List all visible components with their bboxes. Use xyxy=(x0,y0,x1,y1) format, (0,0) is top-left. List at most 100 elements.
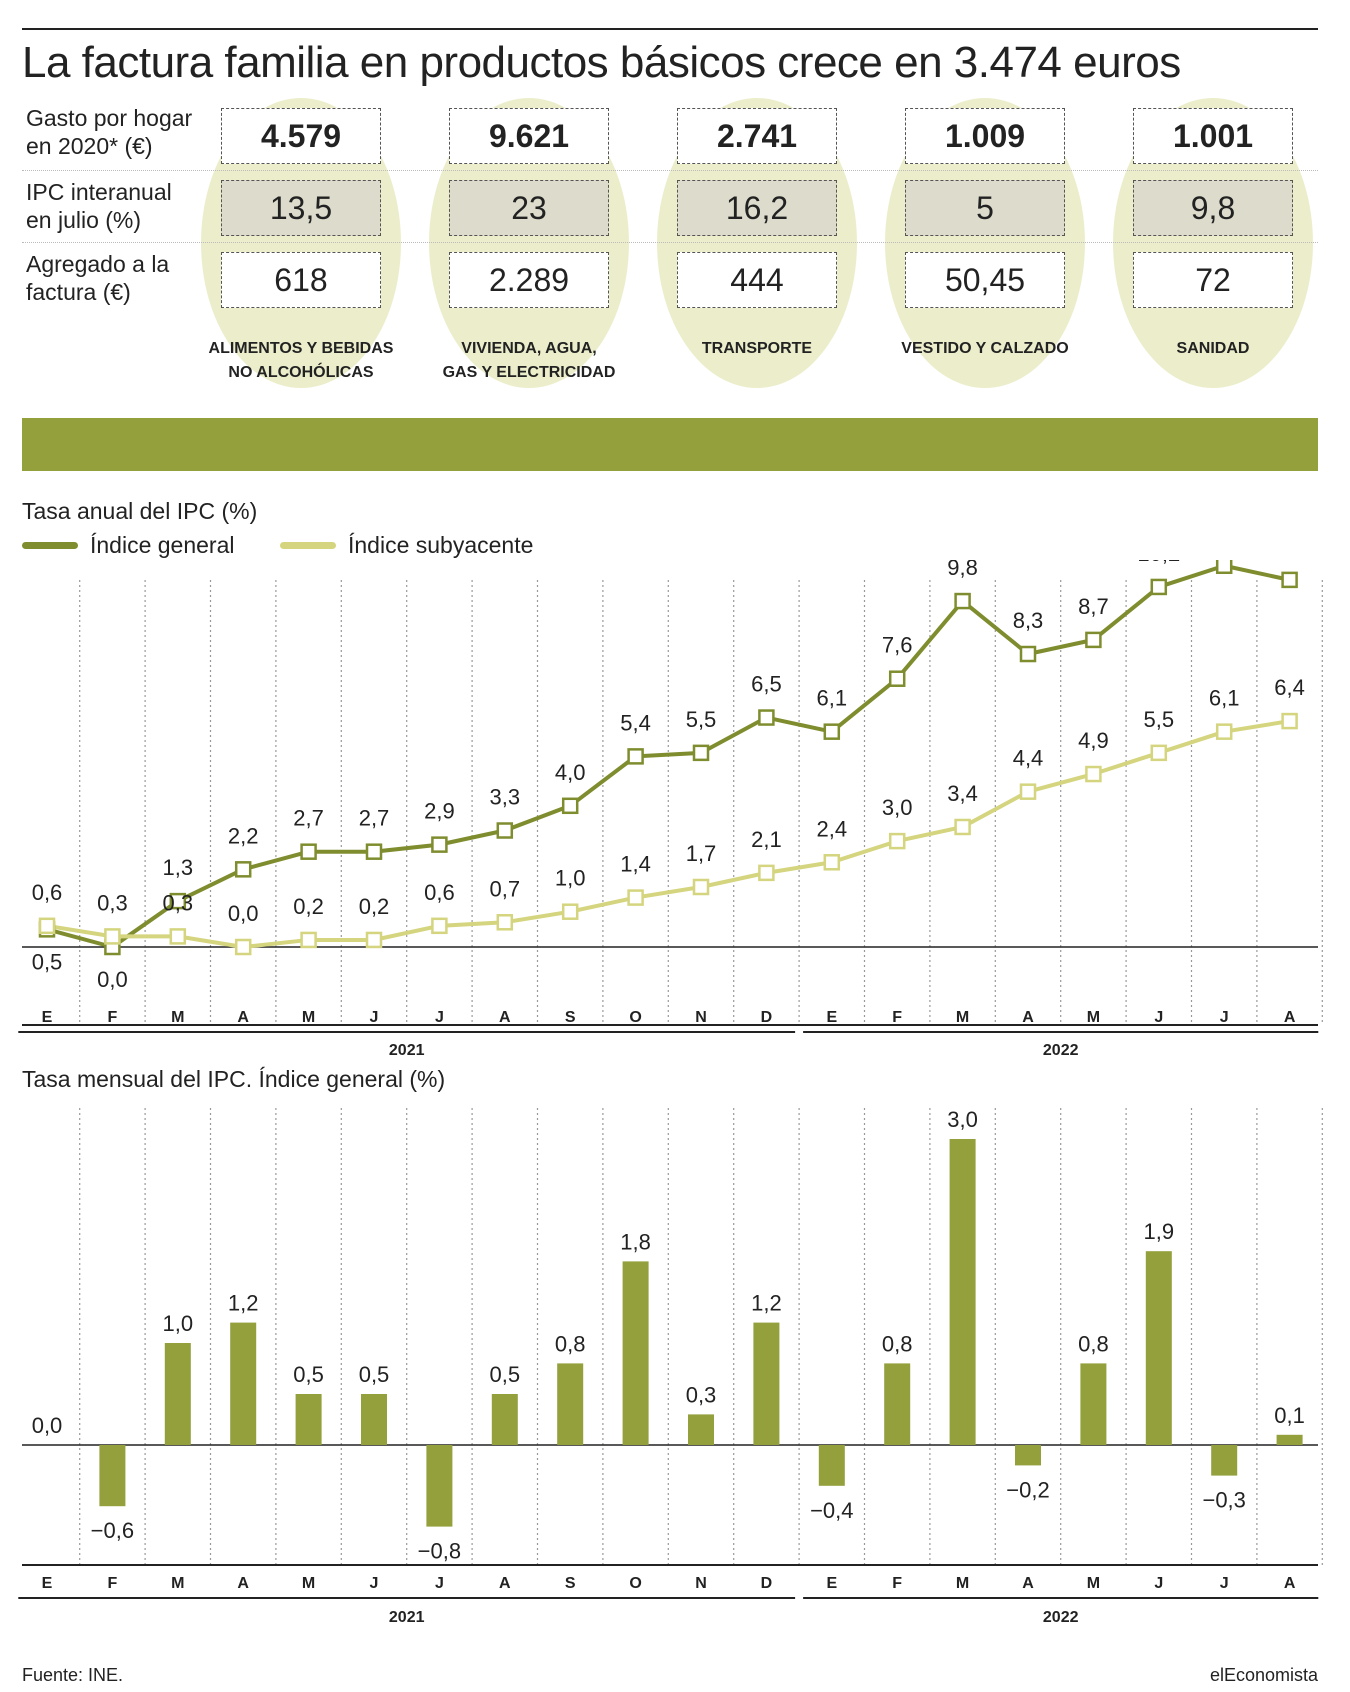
gasto-cell-transporte: 2.741 xyxy=(677,108,837,164)
annual-ipc-chart: E F M A M J J A S O N D E F M A M J J A 2021 2022 0,5 0,0 1,3 2,2… xyxy=(18,560,1323,1059)
agregado-cell-sanidad: 72 xyxy=(1133,252,1293,308)
data-label-subyacente: 0,3 xyxy=(163,890,194,915)
series-line-subyacente xyxy=(46,719,1290,949)
agregado-cell-vestido: 50,45 xyxy=(905,252,1065,308)
bar xyxy=(949,1139,976,1445)
data-label-subyacente: 6,4 xyxy=(1274,675,1305,700)
data-label-general: 6,5 xyxy=(751,672,782,697)
month-tick-label: A xyxy=(1284,1575,1296,1592)
row-label-agregado: Agregado a la factura (€) xyxy=(26,251,170,305)
legend-general: Índice general xyxy=(22,532,235,559)
point-subyacente xyxy=(365,931,383,949)
monthly-ipc-chart: 0,0 −0,6 1,0 1,2 0,5 0,5 −0,8 0,5 0,8 1,8 0,3 1,2 −0… xyxy=(18,1107,1323,1626)
point-subyacente xyxy=(431,917,448,935)
month-tick-label: F xyxy=(892,1009,902,1026)
ipc-cell-sanidad: 9,8 xyxy=(1133,180,1293,236)
point-subyacente xyxy=(300,931,317,949)
data-label-subyacente: 3,4 xyxy=(947,781,978,806)
bar-value-label: 1,9 xyxy=(1144,1219,1175,1244)
separator-band xyxy=(22,418,1318,471)
bar-value-label: 0,8 xyxy=(1078,1331,1109,1356)
bar xyxy=(1211,1445,1238,1476)
point-general xyxy=(888,670,906,687)
bar-value-label: 0,5 xyxy=(490,1362,521,1387)
point-general xyxy=(1019,645,1037,663)
data-label-general: 8,3 xyxy=(1013,608,1044,633)
point-general xyxy=(431,836,448,853)
bar xyxy=(688,1414,714,1445)
data-label-general: 5,4 xyxy=(620,710,651,735)
ipc-cell-transporte: 16,2 xyxy=(677,180,837,236)
category-label-vestido: VESTIDO Y CALZADO xyxy=(901,340,1069,357)
point-general xyxy=(1085,631,1102,649)
data-label-general: 0,0 xyxy=(97,967,128,992)
month-tick-label: J xyxy=(1220,1575,1229,1592)
data-label-subyacente: 2,4 xyxy=(817,816,848,841)
bar xyxy=(1276,1434,1303,1445)
bar xyxy=(818,1445,845,1486)
month-tick-label: D xyxy=(761,1009,773,1026)
bar xyxy=(164,1343,191,1445)
month-tick-label: F xyxy=(108,1009,118,1026)
gasto-cell-vivienda: 9.621 xyxy=(449,108,609,164)
bar-value-label: −0,3 xyxy=(1202,1488,1245,1513)
row-label-ipc: IPC interanual en julio (%) xyxy=(26,179,172,233)
point-general xyxy=(234,861,252,878)
year-label: 2021 xyxy=(389,1609,425,1626)
point-subyacente xyxy=(888,832,906,850)
data-label-general: 0,5 xyxy=(32,949,63,974)
category-label-sanidad: SANIDAD xyxy=(1176,340,1250,357)
bar-value-label: −0,4 xyxy=(810,1498,853,1523)
point-general xyxy=(627,748,644,765)
agregado-cell-alimentos: 618 xyxy=(221,252,381,308)
month-tick-label: A xyxy=(1022,1575,1034,1592)
bar xyxy=(622,1261,649,1445)
gasto-cell-vestido: 1.009 xyxy=(905,108,1065,164)
data-label-general: 9,8 xyxy=(947,560,978,580)
data-label-general: 2,9 xyxy=(424,799,455,824)
data-label-subyacente: 6,1 xyxy=(1209,686,1240,711)
point-general xyxy=(365,843,383,860)
data-label-subyacente: 0,2 xyxy=(359,894,390,919)
point-general xyxy=(169,892,187,910)
point-general xyxy=(758,709,775,726)
bar-value-label: 0,3 xyxy=(686,1382,717,1407)
bar xyxy=(491,1394,518,1445)
data-label-general: 5,5 xyxy=(686,707,717,732)
year-label: 2022 xyxy=(1043,1042,1079,1059)
bar-value-label: 1,8 xyxy=(620,1229,651,1254)
data-label-general: 8,7 xyxy=(1078,594,1109,619)
month-tick-label: M xyxy=(1087,1009,1100,1026)
data-label-general: 10,2 xyxy=(1137,560,1180,566)
category-label-vivienda: VIVIENDA, AGUA, GAS Y ELECTRICIDAD xyxy=(442,340,616,381)
legend-swatch-general xyxy=(22,542,78,549)
row-label-gasto: Gasto por hogar en 2020* (€) xyxy=(26,105,193,159)
month-tick-label: J xyxy=(435,1575,444,1592)
month-tick-label: E xyxy=(826,1009,837,1026)
ipc-cell-vestido: 5 xyxy=(905,180,1065,236)
month-tick-label: J xyxy=(1154,1575,1163,1592)
month-tick-label: M xyxy=(956,1575,969,1592)
point-subyacente xyxy=(234,938,252,956)
gasto-cell-alimentos: 4.579 xyxy=(221,108,381,164)
data-label-subyacente: 1,7 xyxy=(686,841,717,866)
bar-value-label: 3,0 xyxy=(947,1107,978,1132)
bar-value-label: −0,6 xyxy=(91,1518,134,1543)
month-tick-label: A xyxy=(237,1009,249,1026)
point-subyacente xyxy=(104,928,121,945)
point-general xyxy=(496,822,514,839)
point-subyacente xyxy=(1215,723,1233,740)
data-label-subyacente: 3,0 xyxy=(882,795,913,820)
month-tick-label: N xyxy=(695,1009,707,1026)
ipc-cell-alimentos: 13,5 xyxy=(221,180,381,236)
ipc-cell-vivienda: 23 xyxy=(449,180,609,236)
page-title: La factura familia en productos básicos … xyxy=(22,38,1181,87)
data-label-general: 2,7 xyxy=(359,806,390,831)
bar-value-label: 1,0 xyxy=(163,1311,194,1336)
data-label-general: 4,0 xyxy=(555,760,586,785)
data-label-subyacente: 0,2 xyxy=(293,894,324,919)
data-label-general: 2,2 xyxy=(228,823,259,848)
point-general xyxy=(300,843,317,860)
bar-value-label: 0,8 xyxy=(555,1331,586,1356)
point-general xyxy=(1215,560,1233,575)
